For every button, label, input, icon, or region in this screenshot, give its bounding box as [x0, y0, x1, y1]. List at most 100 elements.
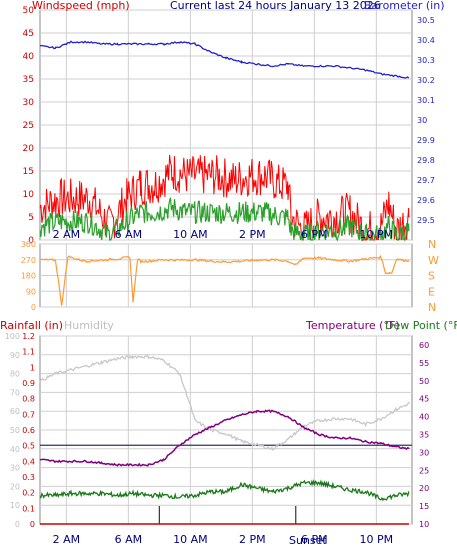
temperature-tick-label: 60	[419, 341, 429, 350]
temp-x-tick-label: 6 AM	[115, 533, 143, 546]
wind-tick-label: 50	[23, 6, 35, 16]
temp-x-tick-label: 6 PM	[301, 533, 328, 546]
windspeed-line	[39, 154, 410, 242]
barometer-tick-label: 30.2	[417, 76, 435, 85]
rainfall-tick-label: 0.2	[22, 489, 35, 498]
wind-tick-label: 15	[23, 167, 34, 177]
grid-lines	[40, 9, 412, 525]
sunset-label: Sunset	[289, 534, 327, 547]
barometer-tick-label: 30	[417, 116, 427, 125]
wind-direction-line	[39, 254, 410, 306]
direction-tick-label: 90	[26, 287, 36, 296]
humidity-tick-label: 70	[10, 388, 20, 397]
humidity-tick-label: 90	[10, 351, 20, 360]
barometer-tick-label: 30.5	[417, 16, 435, 25]
barometer-tick-label: 29.6	[417, 196, 435, 205]
humidity-axis-title: Humidity	[64, 319, 114, 332]
dewpoint-line	[39, 478, 410, 502]
wind-axis-title: Windspeed (mph)	[32, 0, 130, 12]
wind-x-tick-label: 10 AM	[173, 228, 208, 241]
humidity-line	[39, 354, 410, 451]
direction-tick-label: 360	[21, 240, 36, 249]
rainfall-tick-label: 1.1	[22, 348, 35, 357]
temperature-tick-label: 10	[419, 520, 429, 529]
rainfall-tick-label: 0.5	[22, 442, 35, 451]
rainfall-tick-label: 1	[30, 363, 35, 372]
temperature-tick-label: 25	[419, 466, 429, 475]
humidity-tick-label: 40	[10, 445, 20, 454]
temp-x-tick-label: 2 AM	[53, 533, 81, 546]
temperature-tick-label: 50	[419, 377, 429, 386]
wind-x-tick-label: 10 PM	[360, 228, 394, 241]
rainfall-tick-label: 0.8	[22, 395, 35, 404]
barometer-tick-label: 29.8	[417, 156, 435, 165]
temp-x-tick-label: 2 PM	[239, 533, 266, 546]
wind-tick-label: 0	[28, 236, 34, 246]
barometer-tick-label: 30.3	[417, 56, 435, 65]
direction-compass-label: N	[428, 238, 436, 251]
direction-compass-label: W	[428, 254, 439, 267]
wind-x-tick-label: 6 AM	[115, 228, 143, 241]
rainfall-tick-label: 0.6	[22, 426, 35, 435]
barometer-tick-label: 29.5	[417, 216, 435, 225]
direction-tick-label: 180	[21, 272, 36, 281]
rainfall-tick-label: 0.9	[22, 379, 35, 388]
direction-tick-label: 0	[31, 303, 36, 312]
series-lines	[39, 40, 410, 525]
temperature-tick-label: 30	[419, 448, 429, 457]
rainfall-tick-label: 0.3	[22, 473, 35, 482]
direction-compass-label: E	[428, 285, 435, 298]
dewpoint-axis-title: Dew Point (°F)	[385, 319, 457, 332]
direction-tick-label: 270	[21, 256, 36, 265]
temp-x-tick-label: 10 PM	[360, 533, 394, 546]
wind-tick-label: 35	[23, 75, 34, 85]
temperature-tick-label: 20	[419, 484, 429, 493]
reference-lines	[40, 444, 412, 524]
barometer-tick-label: 29.7	[417, 176, 435, 185]
rainfall-tick-label: 0.1	[22, 504, 35, 513]
temperature-line	[39, 409, 410, 467]
temperature-tick-label: 40	[419, 413, 429, 422]
barometer-line	[39, 40, 410, 79]
wind-tick-label: 30	[23, 98, 35, 108]
temperature-tick-label: 35	[419, 430, 429, 439]
wind-tick-label: 25	[23, 121, 34, 131]
rainfall-tick-label: 0	[30, 520, 35, 529]
wind-x-tick-label: 2 AM	[53, 228, 81, 241]
chart-title: Current last 24 hours January 13 2026	[170, 0, 381, 12]
temp-x-tick-label: 10 AM	[173, 533, 208, 546]
barometer-axis-title: Barometer (in)	[364, 0, 445, 12]
humidity-tick-label: 0	[15, 520, 20, 529]
temperature-axis-title: Temperature (°F)	[305, 319, 400, 332]
humidity-tick-label: 60	[10, 407, 20, 416]
rainfall-axis-title: Rainfall (in)	[0, 319, 63, 332]
barometer-tick-label: 29.9	[417, 136, 435, 145]
temperature-tick-label: 45	[419, 395, 429, 404]
direction-compass-label: N	[428, 301, 436, 314]
wind-average-line	[39, 197, 410, 243]
barometer-tick-label: 30.4	[417, 36, 435, 45]
wind-tick-label: 20	[23, 144, 35, 154]
rainfall-tick-label: 1.2	[22, 332, 35, 341]
humidity-tick-label: 10	[10, 501, 20, 510]
wind-x-tick-label: 6 PM	[301, 228, 328, 241]
direction-compass-label: S	[428, 270, 435, 283]
humidity-tick-label: 80	[10, 370, 20, 379]
humidity-tick-label: 100	[5, 332, 20, 341]
wind-tick-label: 5	[28, 213, 34, 223]
wind-tick-label: 10	[23, 190, 35, 200]
humidity-tick-label: 50	[10, 426, 20, 435]
rainfall-tick-label: 0.7	[22, 410, 35, 419]
barometer-tick-label: 30.1	[417, 96, 435, 105]
wind-x-tick-label: 2 PM	[239, 228, 266, 241]
humidity-tick-label: 30	[10, 464, 20, 473]
tick-labels: 0510152025303540455029.529.629.729.829.9…	[5, 6, 439, 546]
wind-tick-label: 40	[23, 52, 35, 62]
rainfall-tick-label: 0.4	[22, 457, 35, 466]
temperature-tick-label: 15	[419, 502, 429, 511]
wind-tick-label: 45	[23, 29, 34, 39]
humidity-tick-label: 20	[10, 482, 20, 491]
temperature-tick-label: 55	[419, 359, 429, 368]
